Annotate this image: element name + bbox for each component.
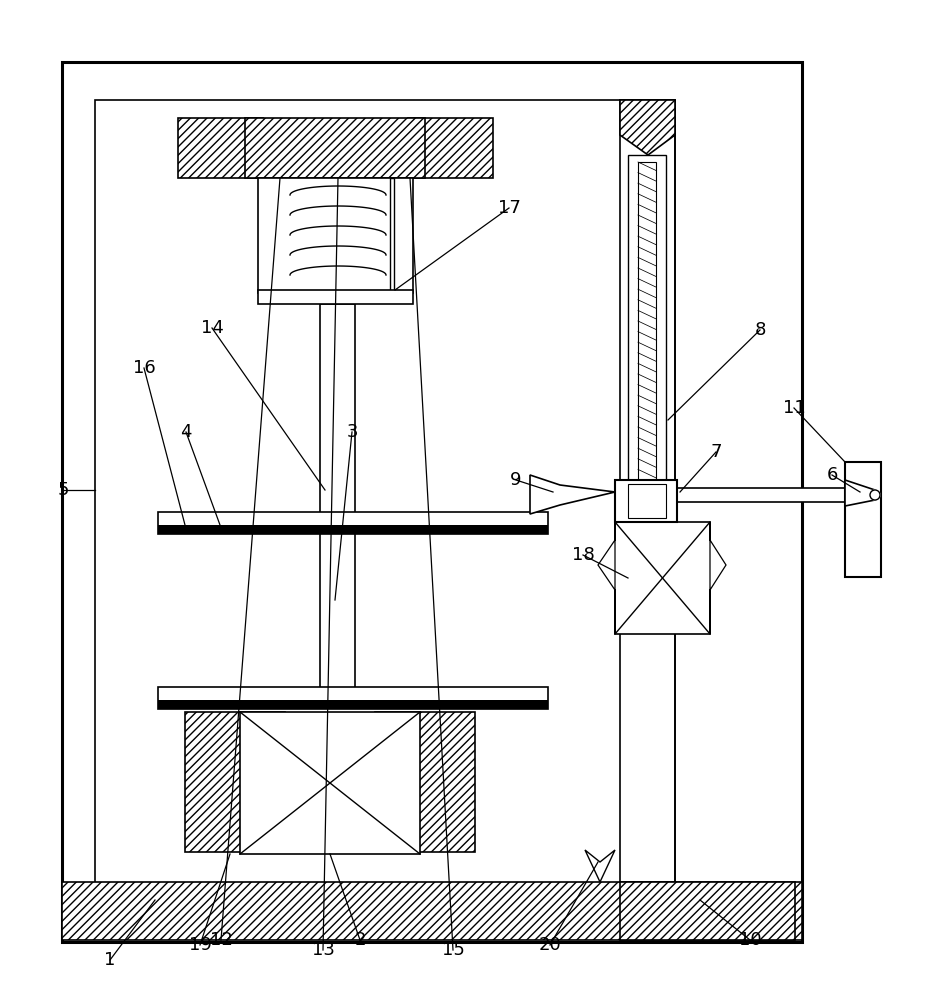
Text: 19: 19: [188, 936, 212, 954]
Bar: [178, 118, 263, 178]
Text: 5: 5: [58, 481, 69, 499]
Polygon shape: [614, 522, 663, 634]
Text: 7: 7: [710, 443, 721, 461]
Bar: [239, 712, 419, 854]
Text: 11: 11: [781, 399, 805, 417]
Text: 16: 16: [133, 359, 155, 377]
Polygon shape: [709, 522, 725, 634]
Polygon shape: [530, 475, 614, 514]
Bar: [627, 484, 665, 518]
Bar: [158, 700, 548, 709]
Polygon shape: [585, 850, 614, 882]
Text: 15: 15: [441, 941, 464, 959]
Text: 3: 3: [346, 423, 357, 441]
Polygon shape: [663, 522, 709, 634]
Bar: [627, 155, 665, 485]
Bar: [375, 712, 474, 852]
Bar: [158, 512, 548, 534]
Bar: [95, 100, 675, 890]
Bar: [390, 178, 393, 293]
Polygon shape: [598, 522, 614, 634]
Polygon shape: [619, 100, 675, 155]
Text: 9: 9: [509, 471, 522, 489]
Bar: [245, 118, 424, 178]
Bar: [62, 62, 801, 942]
Bar: [614, 522, 709, 634]
Bar: [258, 178, 413, 293]
Text: 4: 4: [180, 423, 191, 441]
Bar: [407, 118, 493, 178]
Text: 10: 10: [738, 931, 760, 949]
Bar: [319, 304, 354, 514]
Bar: [258, 290, 413, 304]
Text: 1: 1: [104, 951, 116, 969]
Bar: [158, 525, 548, 534]
Bar: [619, 100, 675, 882]
Bar: [185, 712, 285, 852]
Polygon shape: [844, 480, 879, 506]
Bar: [677, 488, 851, 502]
Bar: [62, 882, 801, 940]
Text: 12: 12: [210, 931, 232, 949]
Circle shape: [869, 490, 879, 500]
Bar: [614, 480, 677, 522]
Text: 17: 17: [497, 199, 520, 217]
Bar: [619, 882, 794, 940]
Text: 20: 20: [538, 936, 561, 954]
Text: 14: 14: [200, 319, 224, 337]
Text: 8: 8: [754, 321, 765, 339]
Bar: [319, 534, 354, 689]
Bar: [844, 462, 880, 577]
Bar: [638, 162, 655, 480]
Text: 13: 13: [311, 941, 334, 959]
Text: 18: 18: [571, 546, 594, 564]
Bar: [158, 687, 548, 709]
Text: 2: 2: [354, 931, 366, 949]
Text: 6: 6: [825, 466, 837, 484]
